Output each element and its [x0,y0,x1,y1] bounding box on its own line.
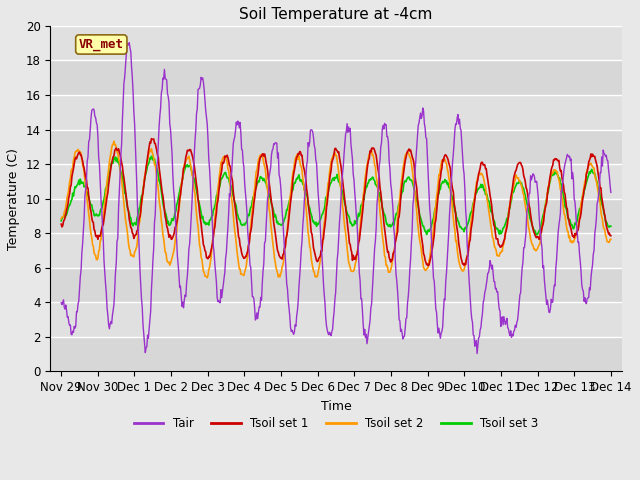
X-axis label: Time: Time [321,400,351,413]
Bar [50,337,622,372]
Y-axis label: Temperature (C): Temperature (C) [7,148,20,250]
Title: Soil Temperature at -4cm: Soil Temperature at -4cm [239,7,433,22]
Legend: Tair, Tsoil set 1, Tsoil set 2, Tsoil set 3: Tair, Tsoil set 1, Tsoil set 2, Tsoil se… [129,412,543,435]
Bar [50,199,622,233]
Text: VR_met: VR_met [79,38,124,51]
Bar [50,268,622,302]
Bar [50,60,622,95]
Bar [50,130,622,164]
